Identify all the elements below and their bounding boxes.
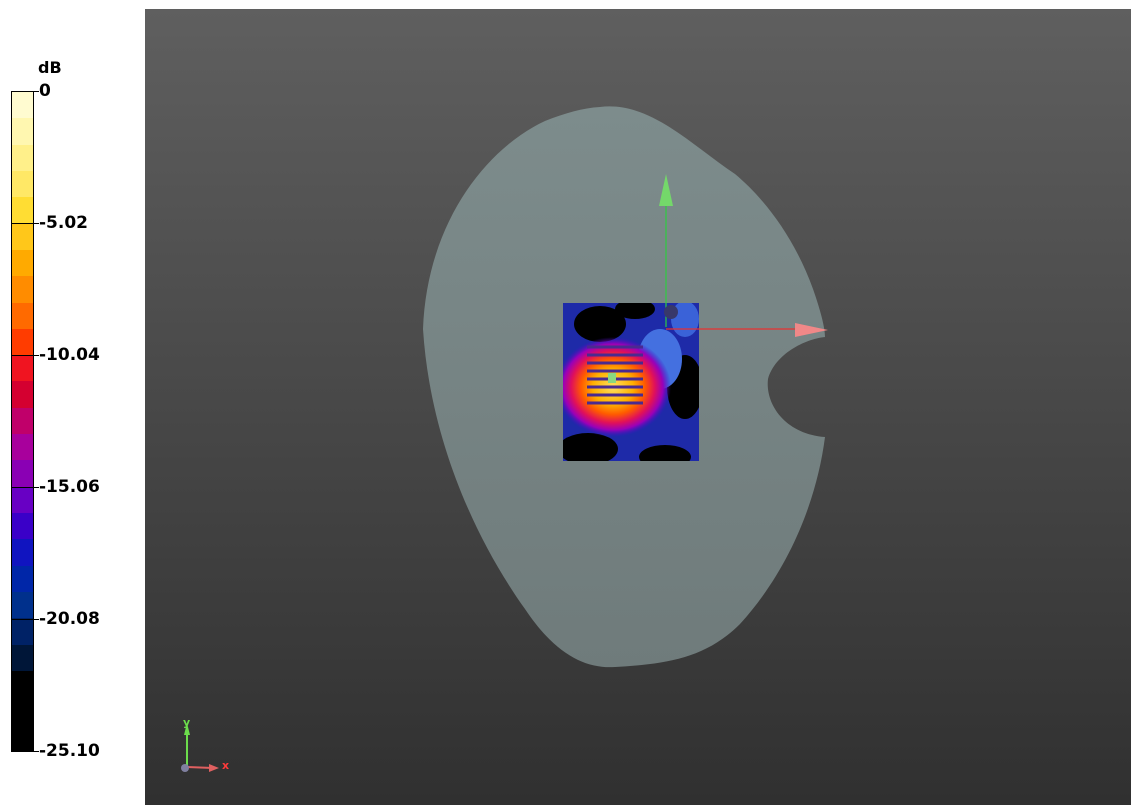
origin-sphere [664, 305, 678, 319]
legend-tick-label: -25.10 [39, 741, 100, 761]
colorbar [11, 91, 34, 751]
colorbar-swatch [12, 118, 33, 145]
colorbar-swatch [12, 591, 33, 619]
legend-tick-mark [11, 751, 39, 752]
field-patch[interactable] [555, 299, 703, 469]
legend-tick-mark [11, 91, 39, 92]
colorbar-swatch [12, 328, 33, 356]
colorbar-swatch [12, 302, 33, 329]
legend-tick-label: -10.04 [39, 345, 100, 365]
colorbar-swatch [12, 723, 33, 750]
colorbar-swatch [12, 355, 33, 382]
x-axis-cone [795, 323, 828, 337]
triad-x-label: x [222, 759, 230, 772]
colorbar-swatch [12, 486, 33, 513]
orientation-triad [181, 723, 219, 772]
legend-unit-label: dB [38, 58, 62, 77]
legend-tick-mark [11, 619, 39, 620]
colorbar-swatch [12, 539, 33, 566]
colorbar-swatch [12, 407, 33, 435]
colorbar-swatch [12, 276, 33, 303]
colorbar-swatch [12, 381, 33, 408]
legend-tick-label: -15.06 [39, 477, 100, 497]
colorbar-swatch [12, 670, 33, 698]
colorbar-swatch [12, 697, 33, 724]
triad-y-label: y [183, 716, 191, 729]
colorbar-swatch [12, 144, 33, 171]
legend-tick-mark [11, 487, 39, 488]
color-legend: dB 0 -5.02 -10.04 -15.06 -20.08 -25.10 [0, 0, 145, 805]
colorbar-swatch [12, 223, 33, 250]
colorbar-swatch [12, 460, 33, 487]
legend-tick-label: -20.08 [39, 609, 100, 629]
scene-canvas[interactable] [145, 9, 1131, 805]
y-axis-cone [659, 174, 673, 206]
colorbar-swatch [12, 434, 33, 461]
colorbar-swatch [12, 565, 33, 592]
colorbar-swatch [12, 197, 33, 224]
3d-viewport[interactable]: y x [145, 9, 1131, 805]
colorbar-swatch [12, 92, 33, 119]
legend-tick-label: -5.02 [39, 213, 88, 233]
colorbar-swatch [12, 513, 33, 540]
legend-tick-mark [11, 355, 39, 356]
legend-tick-mark [11, 223, 39, 224]
colorbar-swatch [12, 618, 33, 645]
colorbar-swatch [12, 644, 33, 671]
axes-gizmo[interactable] [659, 174, 828, 337]
colorbar-swatch [12, 170, 33, 198]
legend-tick-label: 0 [39, 81, 51, 101]
colorbar-swatch [12, 249, 33, 277]
